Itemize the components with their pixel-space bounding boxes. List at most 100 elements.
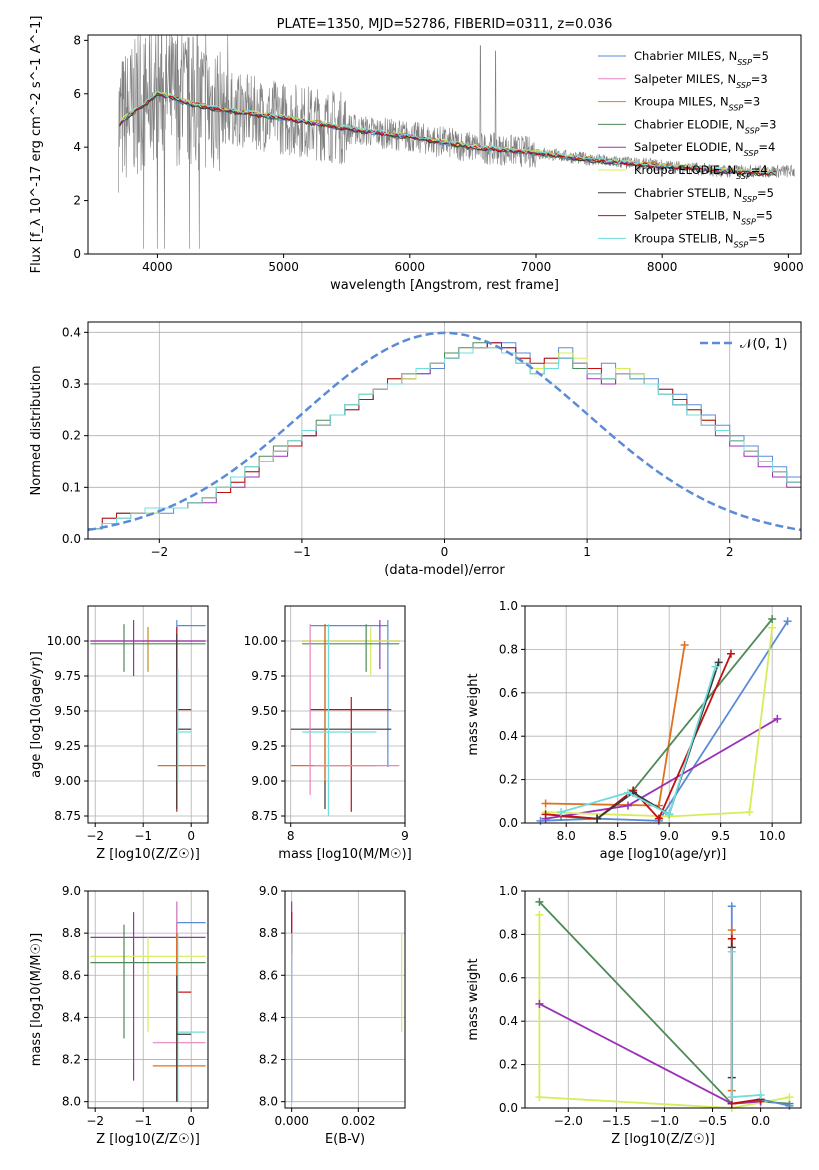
axes-frame — [87, 890, 209, 1109]
y-tick-label: 9.00 — [251, 774, 278, 788]
x-axis-label: mass [log10(M/M☉)] — [278, 847, 411, 862]
y-tick-label: 8.8 — [259, 926, 278, 940]
series-line — [560, 666, 717, 816]
age-vs-metallicity-panel: −2 −1 0 8.75 9.00 9.25 9.50 9.75 10.00 Z [log10(Z… — [29, 605, 209, 862]
data-point-marker — [727, 934, 736, 943]
data-point-marker — [665, 810, 674, 819]
y-axis-label: mass [log10(M/M☉)] — [29, 933, 44, 1066]
data-point-marker — [726, 649, 735, 658]
y-tick-label: 9.75 — [54, 669, 81, 683]
x-tick-label: 5000 — [268, 260, 299, 274]
y-tick-label: 1.0 — [499, 599, 518, 613]
y-tick-label: 9.25 — [251, 739, 278, 753]
y-tick-label: 0.0 — [499, 816, 518, 830]
data-point-marker — [756, 1090, 765, 1099]
residual-histogram-panel: −2 −1 0 1 2 0.0 0.1 0.2 0.3 0.4 (data-model)/error… — [29, 321, 802, 578]
data-point-marker — [623, 801, 632, 810]
y-axis-label: Normed distribution — [29, 366, 44, 496]
data-point-marker — [535, 1093, 544, 1102]
x-tick-label: 0.002 — [341, 1114, 375, 1128]
x-tick-label: 7000 — [521, 260, 552, 274]
x-tick-label: 4000 — [142, 260, 173, 274]
y-tick-label: 0.2 — [499, 1058, 518, 1072]
data-point-marker — [654, 814, 663, 823]
data-point-marker — [535, 999, 544, 1008]
data-point-marker — [745, 808, 754, 817]
data-point-marker — [727, 926, 736, 935]
y-tick-label: 10.00 — [244, 634, 278, 648]
legend: Chabrier MILES, NSSP=5 Salpeter MILES, NS… — [598, 49, 776, 249]
x-tick-label: 8.5 — [608, 829, 627, 843]
legend-entry: Kroupa MILES, NSSP=3 — [634, 95, 760, 113]
x-tick-label: 0.000 — [274, 1114, 308, 1128]
y-tick-label: 8.0 — [62, 1095, 81, 1109]
mass-vs-metallicity-panel: −2 −1 0 8.0 8.2 8.4 8.6 8.8 9.0 Z [log10(Z/Z☉)] ma… — [29, 884, 209, 1147]
x-axis-label: (data-model)/error — [384, 563, 505, 578]
data-point-marker — [727, 902, 736, 911]
y-tick-label: 8.6 — [259, 968, 278, 982]
data-point-marker — [541, 810, 550, 819]
legend-subscript: SSP — [742, 194, 757, 203]
x-tick-label: 0.0 — [751, 1114, 770, 1128]
axes-frame — [524, 605, 802, 824]
axes-frame — [524, 890, 802, 1109]
legend-subscript: SSP — [744, 149, 759, 158]
y-tick-label: 9.75 — [251, 669, 278, 683]
mass-weight-vs-metallicity-panel: −2.0 −1.5 −1.0 −0.5 0.0 0.0 0.2 0.4 0.6 0.8 1.0 Z [… — [466, 884, 802, 1147]
legend-subscript: SSP — [741, 217, 756, 226]
legend-entry: Chabrier STELIB, NSSP=5 — [634, 186, 774, 204]
mass-vs-extinction-panel: 0.000 0.002 8.0 8.2 8.4 8.6 8.8 9.0 E(B-V) — [259, 884, 406, 1147]
x-tick-label: 9.0 — [660, 829, 679, 843]
y-axis-label: mass weight — [466, 673, 481, 755]
legend-tail: =5 — [756, 209, 773, 223]
legend-subscript: SSP — [729, 103, 744, 112]
legend-entry: Kroupa STELIB, NSSP=5 — [634, 231, 765, 249]
x-tick-label: 0 — [187, 829, 195, 843]
legend-tail: =5 — [757, 186, 774, 200]
y-tick-label: 9.50 — [54, 704, 81, 718]
data-point-marker — [593, 814, 602, 823]
x-tick-label: −1.0 — [650, 1114, 679, 1128]
model-spectrum-line — [119, 90, 777, 175]
axes-frame — [284, 890, 406, 1109]
y-tick-label: 8.4 — [62, 1010, 81, 1024]
data-point-marker — [768, 615, 777, 624]
data-point-marker — [535, 897, 544, 906]
legend-subscript: SSP — [736, 172, 751, 181]
y-tick-label: 8.75 — [54, 809, 81, 823]
y-tick-label: 0.4 — [499, 729, 518, 743]
legend-tail: =4 — [758, 140, 775, 154]
x-tick-label: 9 — [401, 829, 409, 843]
x-axis-label: Z [log10(Z/Z☉)] — [611, 1132, 715, 1147]
data-point-marker — [680, 641, 689, 650]
x-tick-label: −2 — [86, 829, 104, 843]
data-point-marker — [714, 658, 723, 667]
data-point-marker — [785, 1093, 794, 1102]
x-tick-label: −1 — [134, 1114, 152, 1128]
x-tick-label: −2.0 — [554, 1114, 583, 1128]
x-tick-label: −1 — [134, 829, 152, 843]
x-axis-label: age [log10(age/yr)] — [600, 847, 727, 862]
legend-tail: =3 — [751, 72, 768, 86]
x-tick-label: 0 — [441, 545, 449, 559]
x-tick-label: 8 — [287, 829, 295, 843]
legend-entry: Chabrier MILES, NSSP=5 — [634, 49, 769, 67]
series-line — [560, 618, 773, 820]
y-tick-label: 10.00 — [47, 634, 81, 648]
x-tick-label: −1 — [293, 545, 311, 559]
mass-weight-vs-age-panel: 8.0 8.5 9.0 9.5 10.0 0.0 0.2 0.4 0.6 0.8 1.0 age [l… — [466, 599, 802, 862]
data-point-marker — [711, 662, 720, 671]
data-point-marker — [783, 617, 792, 626]
y-axis-label: Flux [f_λ 10^-17 erg cm^-2 s^-1 A^-1] — [29, 16, 44, 274]
y-tick-label: 8.2 — [259, 1053, 278, 1067]
x-tick-label: 0 — [187, 1114, 195, 1128]
y-tick-label: 8.2 — [62, 1053, 81, 1067]
x-tick-label: 9.5 — [711, 829, 730, 843]
age-vs-mass-panel: 8 9 8.75 9.00 9.25 9.50 9.75 10.00 mass [log10(M… — [244, 605, 412, 862]
y-tick-label: 9.25 — [54, 739, 81, 753]
axes-frame — [87, 34, 802, 255]
axes-frame — [284, 605, 406, 824]
legend-entry: Salpeter STELIB, NSSP=5 — [634, 209, 773, 227]
y-tick-label: 0.8 — [499, 642, 518, 656]
y-tick-label: 4 — [73, 140, 81, 154]
